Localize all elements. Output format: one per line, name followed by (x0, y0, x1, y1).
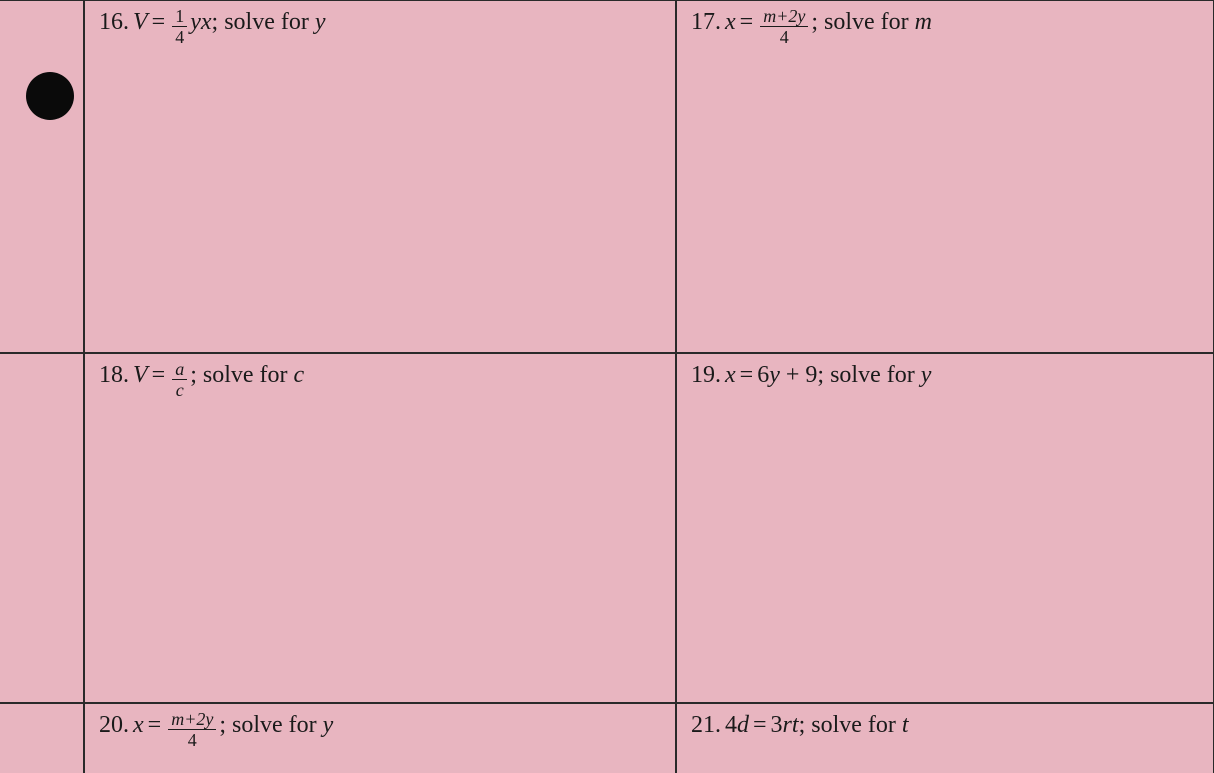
frac-denominator: c (173, 380, 187, 399)
worksheet: 16. V = 1 4 yx ; solve for y 17. x = m+2… (0, 0, 1214, 773)
semicolon: ; (212, 9, 219, 36)
lhs-var: x (725, 9, 736, 36)
frac-numerator: m+2y (760, 7, 808, 27)
problem-18-text: 18. V = a c ; solve for c (99, 362, 661, 401)
lhs-var: x (725, 362, 736, 389)
lhs-var: V (133, 362, 148, 389)
left-margin-row3 (0, 703, 84, 773)
solve-var: y (315, 9, 326, 36)
solve-label: solve for (824, 9, 909, 36)
solve-var: t (902, 712, 909, 739)
problem-17-text: 17. x = m+2y 4 ; solve for m (691, 9, 1199, 48)
lhs-var: x (133, 712, 144, 739)
solve-var: c (294, 362, 305, 389)
equals: = (753, 712, 767, 739)
frac-numerator: 1 (172, 7, 187, 27)
solve-label: solve for (811, 712, 896, 739)
frac-denominator: 4 (172, 27, 187, 46)
cell-problem-18: 18. V = a c ; solve for c (84, 353, 676, 703)
solve-label: solve for (830, 362, 915, 389)
semicolon: ; (219, 712, 226, 739)
left-margin-row1 (0, 0, 84, 353)
semicolon: ; (817, 362, 824, 389)
cell-problem-16: 16. V = 1 4 yx ; solve for y (84, 0, 676, 353)
punch-hole-icon (26, 72, 74, 120)
fraction: m+2y 4 (760, 7, 808, 46)
cell-problem-17: 17. x = m+2y 4 ; solve for m (676, 0, 1214, 353)
rhs: 6y + 9 (757, 362, 817, 389)
solve-var: y (323, 712, 334, 739)
problem-16-text: 16. V = 1 4 yx ; solve for y (99, 9, 661, 48)
problem-19-text: 19. x = 6y + 9 ; solve for y (691, 362, 1199, 389)
cell-problem-19: 19. x = 6y + 9 ; solve for y (676, 353, 1214, 703)
solve-label: solve for (232, 712, 317, 739)
solve-label: solve for (203, 362, 288, 389)
solve-var: m (915, 9, 932, 36)
semicolon: ; (811, 9, 818, 36)
frac-numerator: a (172, 360, 187, 380)
semicolon: ; (190, 362, 197, 389)
lhs-var: V (133, 9, 148, 36)
equals: = (152, 362, 166, 389)
left-margin-row2 (0, 353, 84, 703)
equals: = (740, 362, 754, 389)
cell-problem-21: 21. 4d = 3rt ; solve for t (676, 703, 1214, 773)
semicolon: ; (799, 712, 806, 739)
fraction: m+2y 4 (168, 710, 216, 749)
fraction: a c (172, 360, 187, 399)
cell-problem-20: 20. x = m+2y 4 ; solve for y (84, 703, 676, 773)
fraction: 1 4 (172, 7, 187, 46)
solve-var: y (921, 362, 932, 389)
problem-number: 16. (99, 9, 129, 36)
problem-21-text: 21. 4d = 3rt ; solve for t (691, 712, 1199, 739)
problem-20-text: 20. x = m+2y 4 ; solve for y (99, 712, 661, 751)
rhs-after: yx (190, 9, 211, 36)
problem-number: 19. (691, 362, 721, 389)
solve-label: solve for (224, 9, 309, 36)
rhs: 3rt (771, 712, 799, 739)
problem-number: 20. (99, 712, 129, 739)
frac-numerator: m+2y (168, 710, 216, 730)
frac-denominator: 4 (185, 730, 200, 749)
lhs: 4d (725, 712, 749, 739)
frac-denominator: 4 (777, 27, 792, 46)
problem-number: 21. (691, 712, 721, 739)
equals: = (152, 9, 166, 36)
problem-number: 17. (691, 9, 721, 36)
equals: = (740, 9, 754, 36)
problem-number: 18. (99, 362, 129, 389)
equals: = (148, 712, 162, 739)
